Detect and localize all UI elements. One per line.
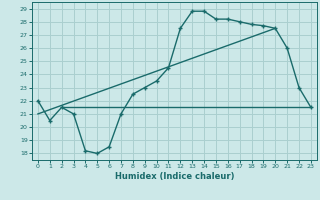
X-axis label: Humidex (Indice chaleur): Humidex (Indice chaleur) [115,172,234,181]
